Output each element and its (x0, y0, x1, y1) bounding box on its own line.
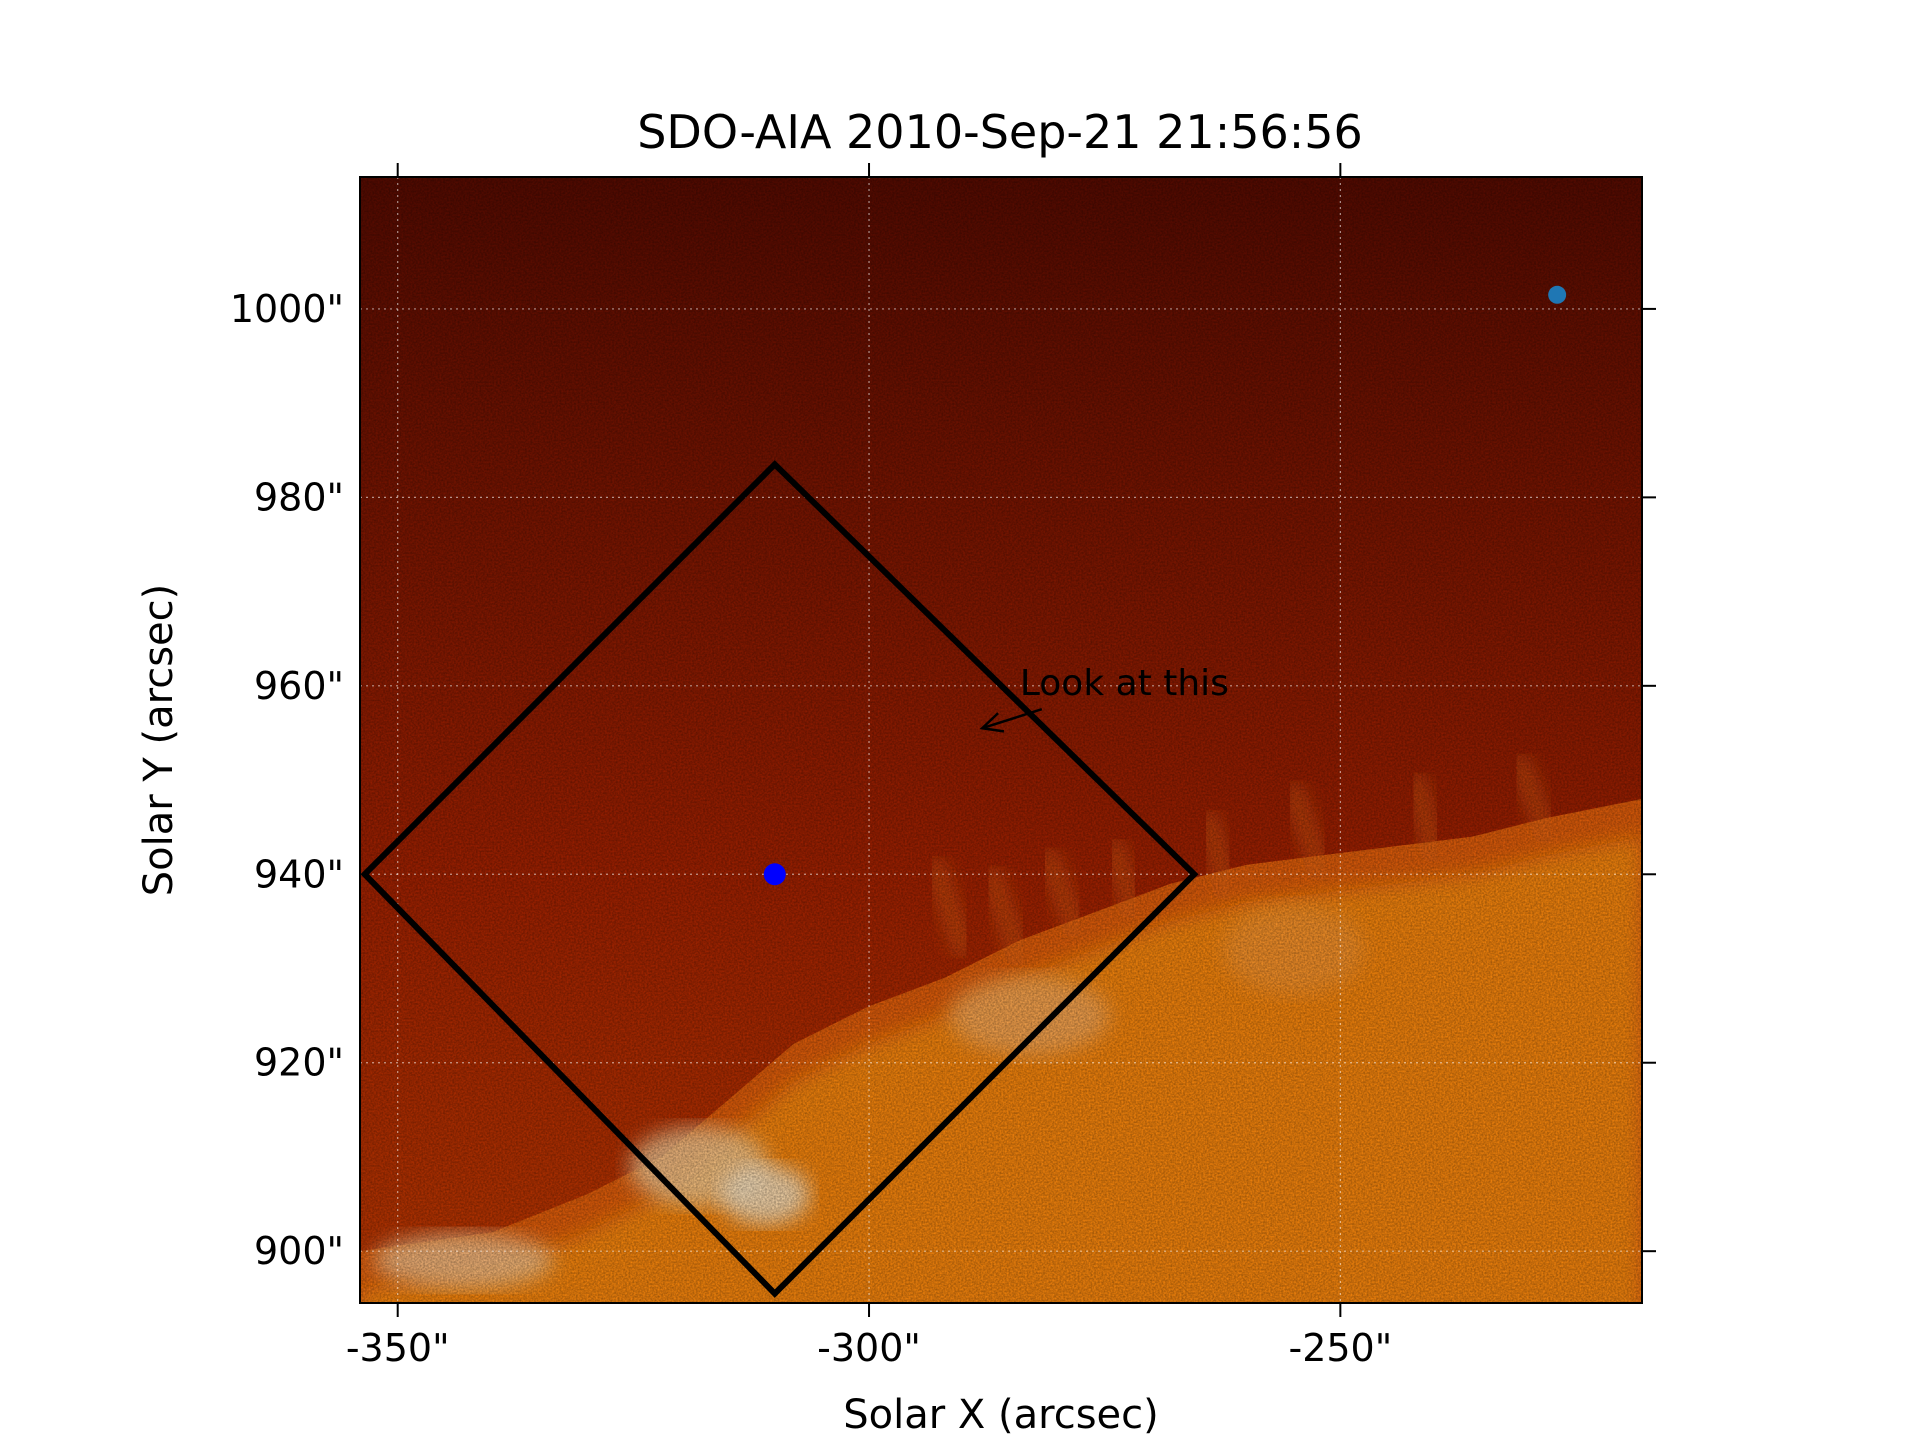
annotation-arrow-head (979, 712, 1005, 733)
image-noise (360, 177, 1642, 1303)
grid-lines (360, 177, 1642, 1303)
markers (763, 285, 1567, 886)
y-ticks: 900" 920" 940" 960" 980" 1000" (230, 287, 1656, 1273)
x-tick-label-1: -300" (817, 1326, 921, 1370)
annotation: Look at this (979, 663, 1229, 733)
x-tick-label-0: -350" (346, 1326, 450, 1370)
x-ticks: -350" -300" -250" (346, 163, 1392, 1370)
annotation-text: Look at this (1020, 663, 1229, 704)
highlight-rectangle (360, 460, 1199, 1298)
annotation-arrow-line (981, 708, 1043, 730)
y-tick-label-4: 980" (254, 475, 344, 519)
y-tick-label-2: 940" (254, 852, 344, 896)
x-axis-label: Solar X (arcsec) (843, 1392, 1159, 1438)
marker-0 (763, 863, 786, 886)
x-tick-label-2: -250" (1288, 1326, 1392, 1370)
y-axis-label: Solar Y (arcsec) (136, 584, 182, 897)
plot-area (360, 177, 1642, 1303)
y-tick-label-5: 1000" (230, 287, 344, 331)
solar-image (360, 177, 1642, 1303)
chart-title: SDO-AIA 2010-Sep-21 21:56:56 (637, 105, 1363, 159)
y-tick-label-1: 920" (254, 1041, 344, 1085)
marker-1 (1548, 285, 1567, 304)
axes-frame (359, 176, 1643, 1304)
y-tick-label-0: 900" (254, 1229, 344, 1273)
y-tick-label-3: 960" (254, 664, 344, 708)
